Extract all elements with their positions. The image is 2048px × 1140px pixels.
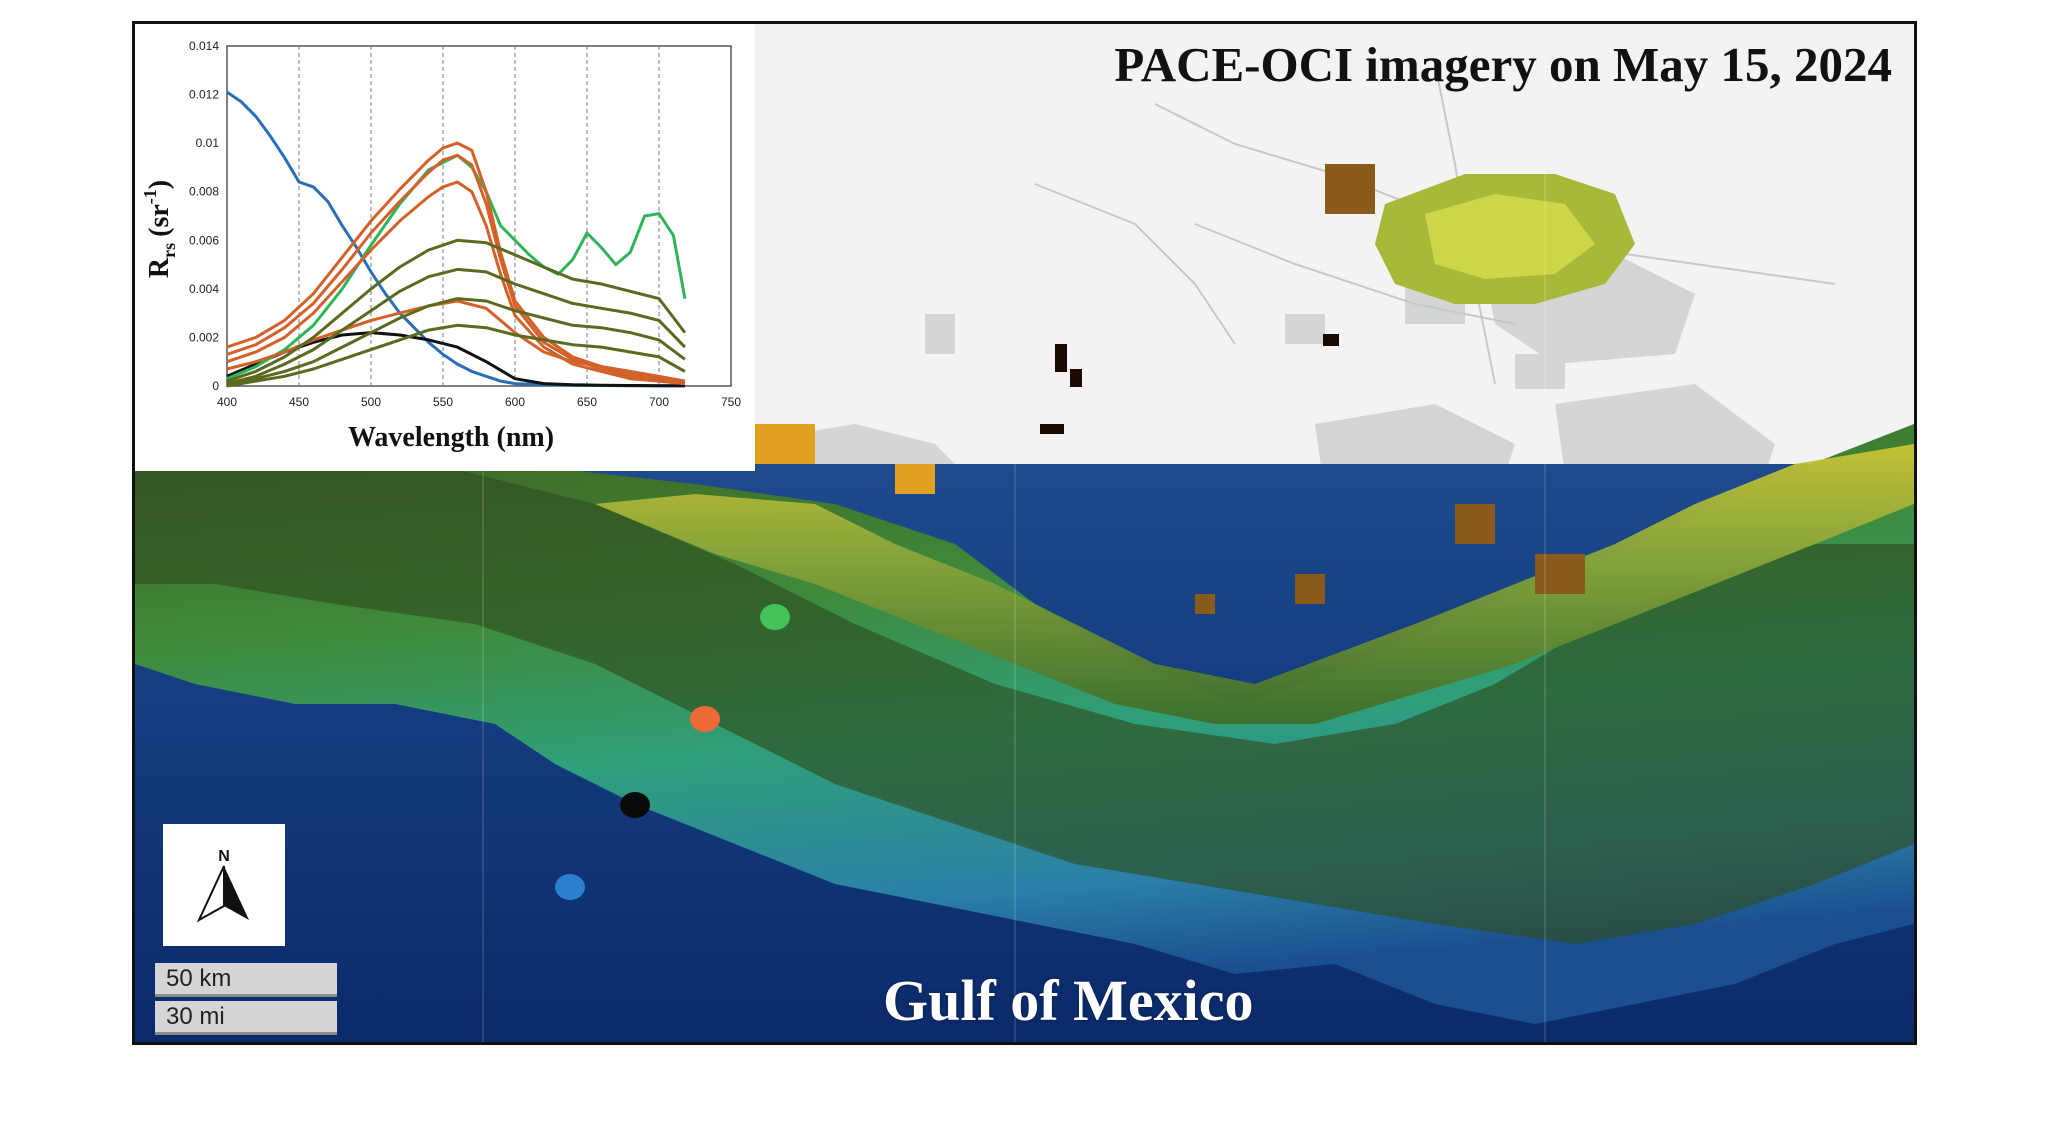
y-tick-label: 0.002 [189,330,219,344]
y-tick-label: 0.006 [189,233,219,247]
spectrum-line-10 [226,297,686,386]
x-tick-label: 600 [505,395,525,409]
x-tick-label: 400 [217,395,237,409]
scale-bar-km: 50 km [155,963,337,997]
satellite-map [135,24,1914,1042]
sample-point-green[interactable] [760,604,790,630]
y-tick-label: 0.004 [189,282,219,296]
y-tick-label: 0.01 [196,136,220,150]
spectrum-line-11 [226,323,686,388]
gulf-label: Gulf of Mexico [883,968,1254,1033]
dark-plume-band [135,464,1914,944]
y-tick-label: 0.014 [189,39,219,53]
spectrum-line-3 [226,153,687,381]
map-frame: PACE-OCI imagery on May 15, 2024 Gulf of… [132,21,1917,1045]
spectrum-line-5 [226,153,686,386]
y-tick-label: 0.008 [189,185,219,199]
coastal-bloom-band [595,444,1914,724]
x-tick-label: 750 [721,395,741,409]
north-arrow: N [163,824,285,946]
x-tick-label: 700 [649,395,669,409]
sample-point-blue[interactable] [555,874,585,900]
spectra-inset: 400 450 500 550 600 650 700 750 0 0.002 0.004 0.00… [135,24,755,471]
x-tick-label: 500 [361,395,381,409]
y-tick-label: 0 [212,379,219,393]
scale-bar-mi: 30 mi [155,1001,337,1035]
map-title: PACE-OCI imagery on May 15, 2024 [1114,37,1892,92]
north-arrow-icon [224,866,249,920]
y-axis-label: Rrs(sr-1) [140,180,179,278]
spectrum-line-9 [226,267,686,386]
north-label: N [218,848,230,865]
x-axis-label: Wavelength (nm) [348,422,554,453]
spectrum-line-6 [226,180,686,386]
x-tick-label: 450 [289,395,309,409]
dark-specks [1040,334,1339,434]
sample-point-orange[interactable] [690,706,720,732]
x-tick-label: 550 [433,395,453,409]
sample-point-black[interactable] [620,792,650,818]
x-tick-label: 650 [577,395,597,409]
y-tick-label: 0.012 [189,88,219,102]
orange-patches [755,424,935,494]
reflectance-chart: 400 450 500 550 600 650 700 750 0 0.002 0.004 0.00… [140,39,741,453]
spectrum-line-8 [226,238,687,383]
brown-patches [1195,164,1585,614]
